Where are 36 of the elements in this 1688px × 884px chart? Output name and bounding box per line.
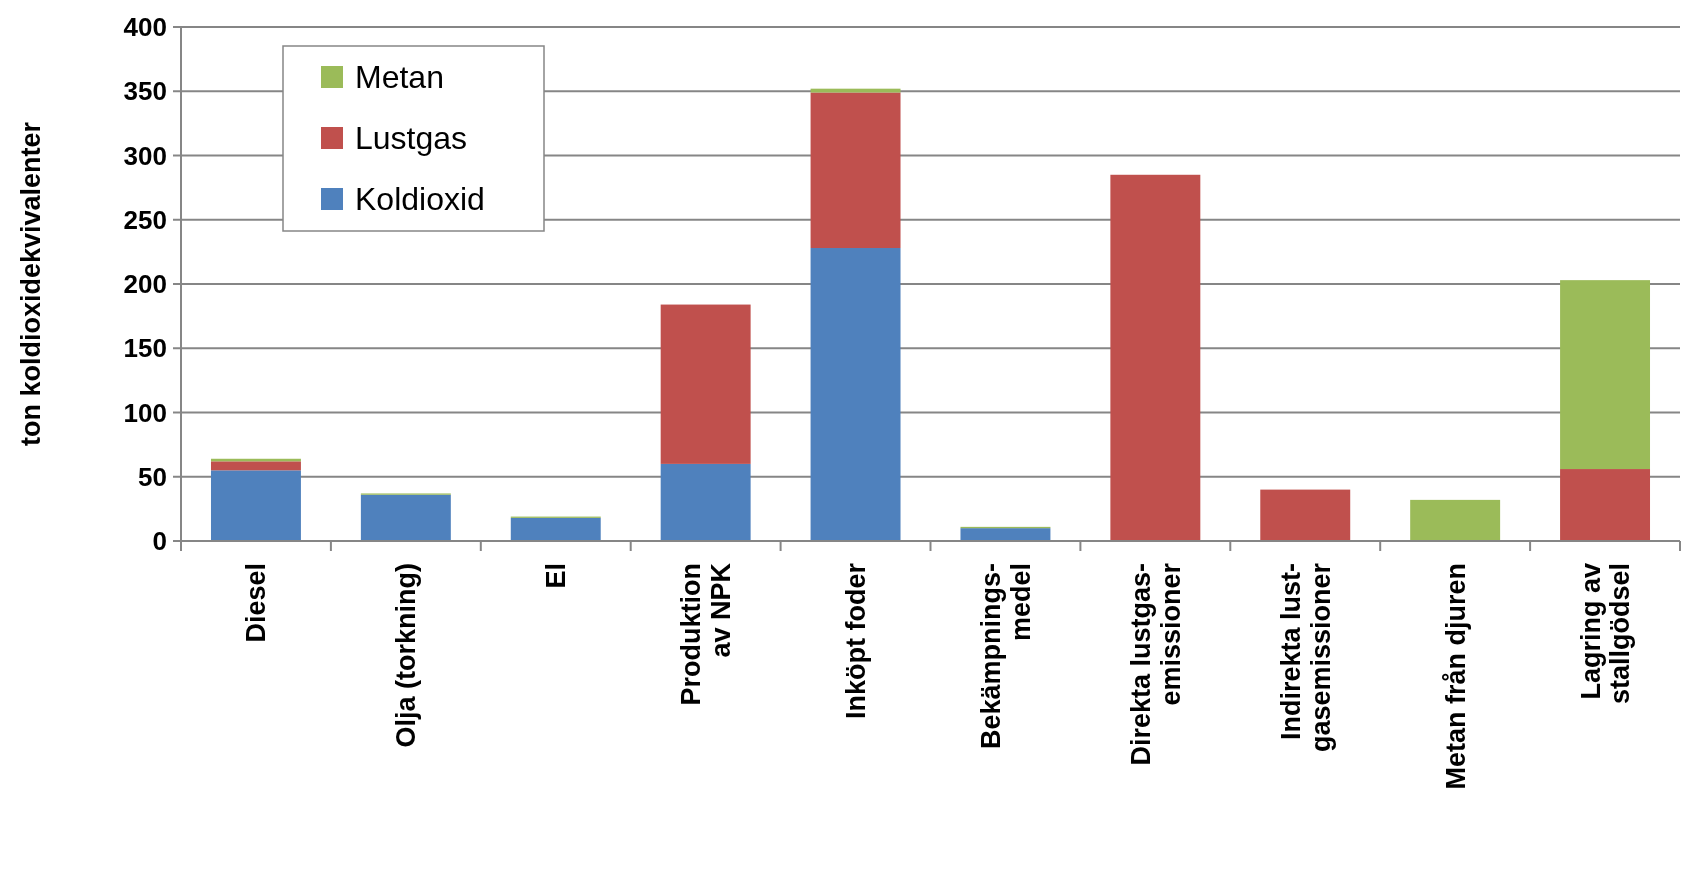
bar [1410,499,1501,541]
y-tick-label: 150 [123,333,167,364]
legend-label: Lustgas [355,120,468,157]
y-tick-label: 200 [123,269,167,300]
y-tick-label: 0 [152,526,167,557]
bar [960,528,1051,541]
y-tick-label: 250 [123,204,167,235]
y-tick-label: 350 [123,76,167,107]
x-tick-label: Olja (torkning) [391,563,422,748]
bar [660,463,751,541]
y-tick-label: 400 [123,12,167,43]
x-tick-label: Produktion av NPK [676,562,736,706]
bar [1560,280,1651,470]
bar [1110,174,1201,541]
bar [210,470,301,541]
x-tick-label: Lagring av stallgödsel [1575,563,1636,705]
bar [360,494,451,541]
bar [660,304,751,464]
bar [210,461,301,471]
bar [510,517,601,541]
bar [810,248,901,541]
y-tick-label: 50 [138,461,167,492]
bar [1560,469,1651,541]
y-tick-label: 100 [123,397,167,428]
legend-label: Metan [355,59,444,96]
y-axis-title: ton koldioxidekvivalenter [16,121,46,447]
x-tick-label: Bekämpnings- medel [976,563,1036,750]
bar [810,88,901,93]
x-tick-label: El [541,563,572,589]
legend-label: Koldioxid [355,181,485,218]
x-tick-label: Inköpt foder [841,562,871,719]
y-tick-label: 300 [123,140,167,171]
bar [810,92,901,249]
bar [1260,489,1351,541]
x-tick-label: Metan från djuren [1440,563,1471,790]
x-tick-label: Diesel [241,563,272,643]
